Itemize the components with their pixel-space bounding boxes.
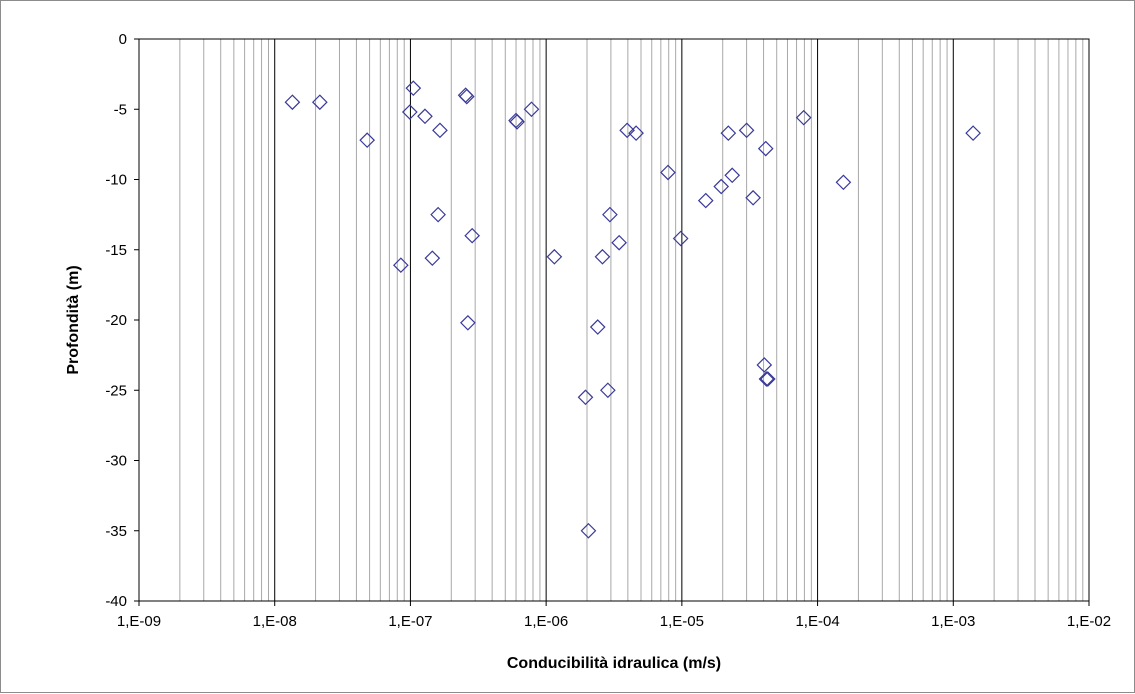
data-point <box>611 234 627 251</box>
y-tick-label: -10 <box>105 172 127 189</box>
data-point <box>589 319 606 335</box>
data-point <box>405 80 422 97</box>
data-point <box>577 389 594 406</box>
data-point <box>697 192 714 209</box>
data-point <box>393 257 409 274</box>
data-point <box>713 178 730 195</box>
data-point <box>464 227 481 244</box>
data-point <box>628 125 644 141</box>
data-point <box>745 189 761 206</box>
x-tick-label: 1,E-02 <box>1067 613 1111 630</box>
data-point <box>460 314 476 331</box>
data-point <box>359 132 376 149</box>
y-tick-label: -30 <box>105 453 127 470</box>
data-point <box>738 122 755 139</box>
y-tick-label: 0 <box>119 31 127 48</box>
x-tick-label: 1,E-05 <box>660 613 704 630</box>
data-point <box>546 248 563 265</box>
plot-area-border <box>138 38 1090 602</box>
data-points <box>284 80 981 539</box>
data-point <box>424 250 441 267</box>
data-point <box>602 206 618 223</box>
data-point <box>720 125 737 141</box>
data-point <box>660 164 676 181</box>
data-point <box>672 230 689 247</box>
y-tick-label: -40 <box>105 593 127 610</box>
data-point <box>619 122 635 139</box>
x-tick-label: 1,E-06 <box>524 613 568 630</box>
data-point <box>284 94 301 111</box>
y-tick-label: -35 <box>105 523 127 540</box>
x-tick-label: 1,E-07 <box>388 613 432 630</box>
data-point <box>758 371 775 387</box>
x-axis-title: Conducibilità idraulica (m/s) <box>507 655 721 672</box>
data-point <box>759 371 776 387</box>
y-tick-label: -25 <box>105 382 127 399</box>
x-tick-label: 1,E-09 <box>117 613 161 630</box>
y-tick-label: -15 <box>105 242 127 259</box>
y-tick-label: -20 <box>105 312 127 329</box>
grid-lines <box>179 39 1084 601</box>
axes: 1,E-09 1,E-08 1,E-07 1,E-06 1,E-05 1,E-04 1,E-… <box>105 31 1111 630</box>
data-point <box>311 94 328 111</box>
data-point <box>580 522 597 539</box>
x-tick-label: 1,E-03 <box>931 613 975 630</box>
data-point <box>509 114 525 130</box>
data-point <box>417 108 433 125</box>
data-point <box>757 140 774 157</box>
x-tick-label: 1,E-04 <box>795 613 839 630</box>
x-tick-label: 1,E-08 <box>253 613 297 630</box>
data-point <box>600 382 616 399</box>
data-point <box>458 88 475 105</box>
y-tick-label: -5 <box>114 101 127 118</box>
data-point <box>401 104 418 120</box>
data-point <box>523 101 540 118</box>
data-point <box>835 174 852 191</box>
data-point <box>756 357 773 373</box>
y-axis-title: Profondità (m) <box>65 265 82 374</box>
data-point <box>795 109 812 126</box>
data-point <box>724 167 741 184</box>
data-point <box>965 125 981 141</box>
data-point <box>432 122 448 139</box>
data-point <box>430 206 446 223</box>
data-point <box>594 248 611 265</box>
